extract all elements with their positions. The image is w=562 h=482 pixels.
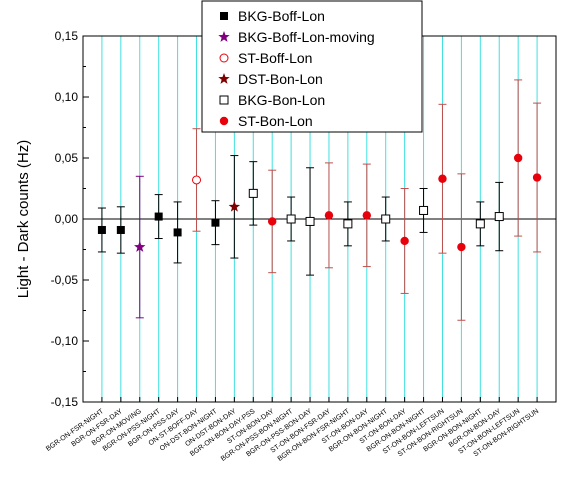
data-point <box>513 153 523 163</box>
data-point <box>154 212 163 221</box>
y-tick-label: 0,05 <box>55 151 79 165</box>
data-point <box>324 211 334 220</box>
legend-marker <box>220 12 228 20</box>
legend-label: ST-Bon-Lon <box>238 113 313 129</box>
series <box>134 175 146 319</box>
y-tick-label: 0,00 <box>55 212 79 226</box>
data-point <box>268 217 277 226</box>
data-point <box>173 228 182 237</box>
legend-marker <box>218 31 230 42</box>
legend-marker <box>219 53 229 63</box>
data-point <box>343 219 353 229</box>
legend-label: DST-Bon-Lon <box>238 71 323 87</box>
y-ticks: -0,15 -0,10 -0,05 0,00 0,05 0,10 0,15 <box>51 29 89 409</box>
data-point <box>457 242 466 252</box>
data-point <box>134 241 146 252</box>
data-point <box>228 200 241 212</box>
legend-label: BKG-Boff-Lon <box>238 8 325 24</box>
legend: BKG-Boff-Lon BKG-Boff-Lon-moving ST-Boff-L… <box>201 0 423 133</box>
series <box>248 161 504 276</box>
series <box>192 128 202 232</box>
data-point <box>419 205 429 215</box>
y-tick-label: 0,10 <box>55 90 79 104</box>
legend-label: BKG-Boff-Lon-moving <box>238 29 375 45</box>
data-point <box>97 225 106 234</box>
legend-marker <box>219 116 229 126</box>
data-points <box>97 79 542 321</box>
y-tick-label: 0,15 <box>55 29 79 43</box>
data-point <box>494 212 504 222</box>
series <box>228 155 241 259</box>
data-point <box>116 225 125 234</box>
data-point <box>475 219 485 229</box>
legend-box <box>201 0 423 133</box>
legend-marker <box>219 95 229 105</box>
series <box>97 194 220 264</box>
y-tick-label: -0,10 <box>51 334 79 348</box>
data-point <box>192 175 202 185</box>
legend-label: ST-Boff-Lon <box>238 50 312 66</box>
y-tick-label: -0,15 <box>51 395 79 409</box>
data-point <box>248 188 258 198</box>
data-point <box>305 216 315 226</box>
x-ticks: BGR-ON-FSR-NIGHTBGR-ON-FSR-DAYBGR-ON-MOV… <box>45 397 540 463</box>
data-point <box>438 174 447 183</box>
y-axis-title: Light - Dark counts (Hz) <box>15 140 32 298</box>
data-point <box>381 214 391 224</box>
legend-marker <box>218 73 230 84</box>
data-point <box>532 173 542 182</box>
data-point <box>362 211 371 220</box>
series <box>268 79 542 321</box>
data-point <box>400 236 409 246</box>
y-tick-label: -0,05 <box>51 273 79 287</box>
legend-label: BKG-Bon-Lon <box>238 92 325 108</box>
data-point <box>286 214 296 224</box>
data-point <box>211 218 220 227</box>
